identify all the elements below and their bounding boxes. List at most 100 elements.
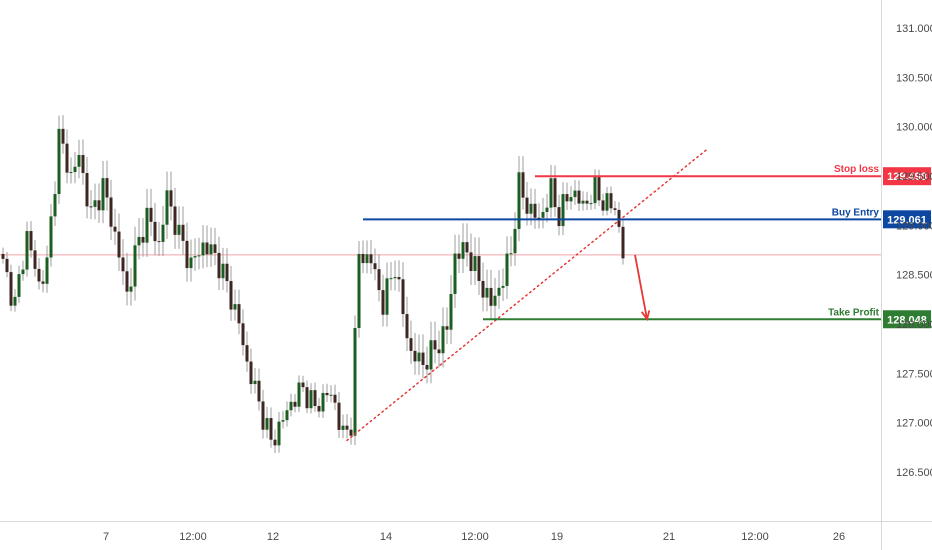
candle bbox=[17, 265, 21, 304]
take-profit-level[interactable]: Take Profit 128.048 bbox=[483, 307, 931, 329]
candle-body bbox=[13, 296, 17, 306]
candle bbox=[345, 414, 349, 439]
candle bbox=[373, 248, 377, 281]
candle bbox=[433, 321, 437, 364]
x-axis-ticks[interactable]: 7 12:00 12 14 12:00 19 21 12:00 26 bbox=[103, 531, 845, 543]
candle-body bbox=[53, 194, 57, 217]
candle-body bbox=[73, 166, 77, 173]
trendline[interactable] bbox=[346, 148, 708, 442]
stop-loss-level[interactable]: Stop loss 129.498 bbox=[535, 164, 931, 186]
candle bbox=[525, 181, 529, 226]
candle bbox=[145, 188, 149, 257]
candle bbox=[357, 240, 361, 338]
candle bbox=[9, 264, 13, 312]
candle bbox=[41, 270, 45, 293]
candle bbox=[605, 186, 609, 216]
candle bbox=[261, 389, 265, 439]
candle-body bbox=[181, 224, 185, 241]
y-tick-label: 130.500 bbox=[896, 72, 932, 84]
candle-body bbox=[225, 263, 229, 282]
candle-body bbox=[169, 190, 173, 207]
buy-entry-level[interactable]: Buy Entry 129.061 bbox=[363, 207, 931, 229]
candle bbox=[341, 414, 345, 439]
candle-body bbox=[549, 178, 553, 208]
candle-body bbox=[545, 207, 549, 212]
candle-body bbox=[353, 327, 357, 436]
candle-body bbox=[325, 392, 329, 396]
candle-body bbox=[129, 286, 133, 292]
candle bbox=[469, 233, 473, 286]
x-tick-label: 21 bbox=[663, 531, 675, 543]
candle bbox=[389, 262, 393, 291]
candle bbox=[97, 183, 101, 224]
candle bbox=[397, 260, 401, 292]
x-tick-label: 12 bbox=[267, 531, 279, 543]
candle-body bbox=[401, 279, 405, 315]
candle-body bbox=[141, 236, 145, 243]
candle-body bbox=[437, 349, 441, 354]
candle bbox=[129, 267, 133, 306]
candle bbox=[337, 391, 341, 438]
candle-body bbox=[517, 172, 521, 229]
forecast-arrow[interactable] bbox=[634, 254, 651, 322]
candle-body bbox=[425, 364, 429, 370]
candle-body bbox=[109, 197, 113, 227]
candle-body bbox=[265, 418, 269, 430]
candle bbox=[365, 240, 369, 274]
candle bbox=[485, 269, 489, 312]
candle bbox=[393, 260, 397, 291]
candle-body bbox=[281, 420, 285, 422]
candle bbox=[101, 160, 105, 224]
candle bbox=[333, 384, 337, 411]
candle-body bbox=[161, 224, 165, 242]
candle bbox=[153, 202, 157, 256]
candle bbox=[213, 227, 217, 266]
candle bbox=[429, 321, 433, 384]
candle-body bbox=[313, 390, 317, 407]
candle-body bbox=[201, 242, 205, 256]
candle bbox=[233, 289, 237, 321]
candle bbox=[557, 194, 561, 236]
candle bbox=[133, 226, 137, 301]
y-tick-label: 130.000 bbox=[896, 122, 932, 134]
candle-body bbox=[613, 208, 617, 210]
candle bbox=[437, 330, 441, 368]
x-tick-label: 12:00 bbox=[741, 531, 769, 543]
candle-body bbox=[173, 206, 177, 235]
candle bbox=[301, 375, 305, 393]
candle bbox=[609, 186, 613, 214]
candle bbox=[521, 156, 525, 210]
candle bbox=[453, 234, 457, 309]
candle bbox=[589, 194, 593, 210]
candle-body bbox=[573, 190, 577, 198]
candle-body bbox=[21, 269, 25, 275]
candle bbox=[581, 191, 585, 211]
candle bbox=[293, 394, 297, 413]
candle bbox=[425, 346, 429, 384]
stop-loss-price-tag bbox=[883, 167, 931, 186]
x-tick-label: 26 bbox=[833, 531, 845, 543]
candle bbox=[349, 417, 353, 445]
candle bbox=[61, 115, 65, 154]
candle-body bbox=[37, 268, 41, 282]
candle-body bbox=[117, 231, 121, 258]
candle bbox=[361, 240, 365, 274]
candle bbox=[1, 247, 5, 264]
candle-body bbox=[397, 277, 401, 280]
y-axis-ticks[interactable]: 131.000 130.500 130.000 129.500 129.000 128.5… bbox=[896, 23, 932, 479]
candle-body bbox=[597, 177, 601, 201]
candle bbox=[481, 262, 485, 312]
candle bbox=[353, 315, 357, 446]
price-levels[interactable]: Stop loss 129.498 Buy Entry 129.061 Take Pro… bbox=[363, 164, 931, 329]
support-trendline[interactable] bbox=[346, 148, 708, 442]
candle-body bbox=[85, 173, 89, 207]
y-tick-label: 129.000 bbox=[896, 220, 932, 232]
candle-body bbox=[533, 203, 537, 218]
stop-loss-label: Stop loss bbox=[834, 164, 879, 175]
buy-entry-price-tag bbox=[883, 210, 931, 229]
candle bbox=[449, 275, 453, 344]
x-tick-label: 14 bbox=[380, 531, 392, 543]
candle-body bbox=[157, 241, 161, 243]
candle-body bbox=[409, 338, 413, 351]
